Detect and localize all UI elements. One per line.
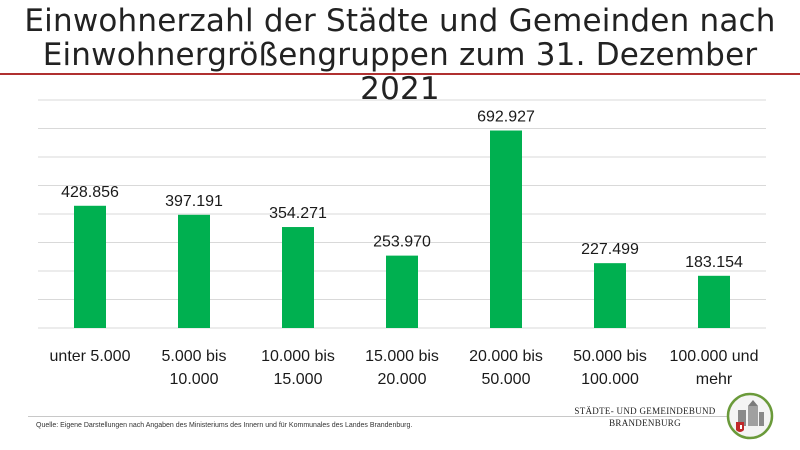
bar [490,130,522,328]
category-label: 50.000 [482,371,531,388]
footer-divider [28,416,768,417]
data-label: 692.927 [477,109,535,126]
title-line-2: Einwohnergrößengruppen zum 31. Dezember … [42,37,758,107]
bar [282,227,314,328]
bar [698,275,730,328]
category-label: 10.000 [170,371,219,388]
data-label: 183.154 [685,254,743,271]
organization-name: STÄDTE- UND GEMEINDEBUND BRANDENBURG [560,405,730,429]
org-name-line-2: BRANDENBURG [609,418,681,428]
category-label: 100.000 [581,371,639,388]
data-label: 253.970 [373,234,431,251]
data-label: 428.856 [61,184,119,201]
bar [386,255,418,328]
chart-title: Einwohnerzahl der Städte und Gemeinden n… [0,4,800,106]
bar-chart: 428.856 unter 5.000 397.191 5.000 bis 10.000… [38,99,766,388]
category-label: unter 5.000 [50,348,131,365]
data-label: 354.271 [269,205,327,222]
category-label: 10.000 bis [261,348,335,365]
org-name-line-1: STÄDTE- UND GEMEINDEBUND [574,406,716,416]
title-line-1: Einwohnerzahl der Städte und Gemeinden n… [24,3,776,39]
category-label: 15.000 [274,371,323,388]
bar [178,214,210,328]
bar [594,263,626,328]
category-label: 5.000 bis [162,348,227,365]
category-label: 20.000 bis [469,348,543,365]
coat-of-arms-logo-icon [726,392,774,440]
category-label: 15.000 bis [365,348,439,365]
title-divider [0,73,800,75]
category-label: 20.000 [378,371,427,388]
source-note: Quelle: Eigene Darstellungen nach Angabe… [36,422,413,429]
category-label: mehr [696,371,733,388]
data-label: 397.191 [165,193,223,210]
data-label: 227.499 [581,241,639,258]
bar [74,205,106,328]
category-label: 50.000 bis [573,348,647,365]
category-label: 100.000 und [670,348,759,365]
